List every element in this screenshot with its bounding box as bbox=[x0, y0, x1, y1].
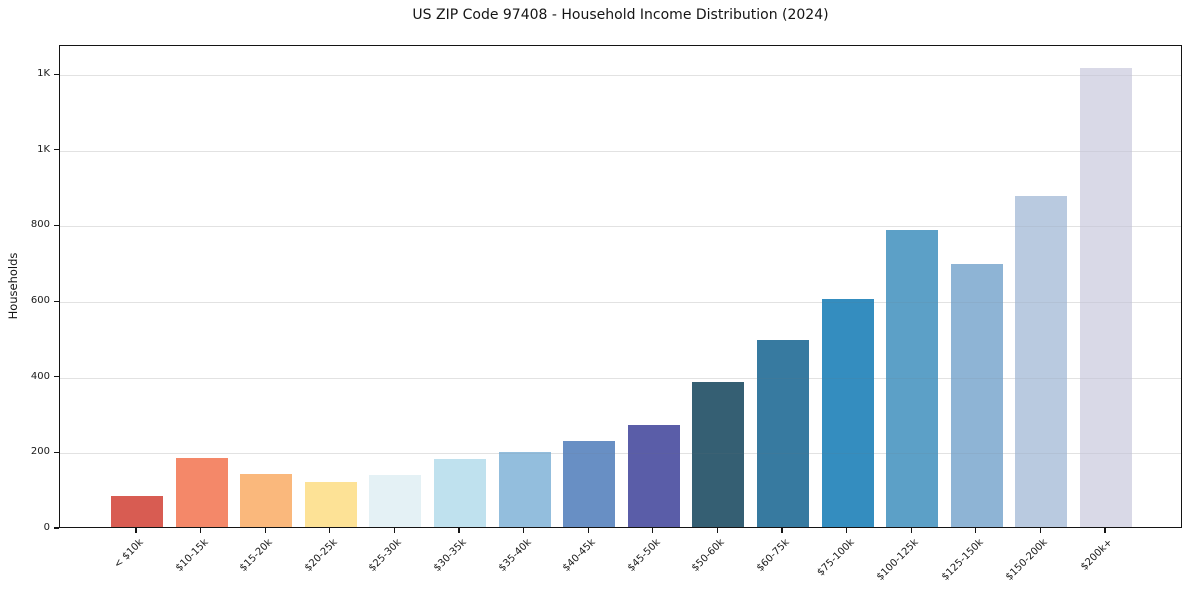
y-tick-label: 800 bbox=[30, 219, 50, 231]
y-tick-mark bbox=[54, 376, 59, 378]
y-tick-mark bbox=[54, 527, 59, 529]
y-tick-label: 200 bbox=[30, 446, 50, 458]
bar-30-35k bbox=[434, 459, 486, 527]
bar-45-50k bbox=[627, 424, 680, 527]
bar-40-45k bbox=[563, 441, 616, 527]
x-tick-mark bbox=[846, 528, 848, 533]
bar-20-25k bbox=[304, 481, 357, 527]
x-tick-mark bbox=[587, 528, 589, 533]
x-tick-mark bbox=[523, 528, 525, 533]
bar-25-30k bbox=[369, 474, 422, 527]
bar-200k bbox=[1080, 68, 1132, 527]
y-tick-label: 1K bbox=[37, 68, 50, 80]
x-tick-mark bbox=[910, 528, 912, 533]
y-tick-mark bbox=[54, 73, 59, 75]
x-tick-mark bbox=[781, 528, 783, 533]
gridline-overlay bbox=[60, 150, 1181, 152]
gridline bbox=[60, 75, 1181, 77]
y-axis-label: Households bbox=[6, 252, 20, 320]
x-tick-mark bbox=[716, 528, 719, 533]
y-tick-label: 1K bbox=[37, 143, 50, 155]
bar-35-40k bbox=[498, 451, 551, 527]
bar-75-100k bbox=[821, 298, 874, 527]
gridline-overlay bbox=[60, 377, 1181, 379]
y-tick-mark bbox=[54, 149, 59, 151]
gridline-overlay bbox=[60, 453, 1181, 455]
x-tick-mark bbox=[393, 528, 396, 533]
bar-100-125k bbox=[886, 230, 939, 527]
y-tick-label: 600 bbox=[30, 295, 50, 307]
gridline bbox=[60, 226, 1181, 228]
x-tick-mark bbox=[200, 528, 202, 533]
x-tick-mark bbox=[458, 528, 460, 533]
y-tick-mark bbox=[54, 451, 59, 454]
chart-title: US ZIP Code 97408 - Household Income Dis… bbox=[412, 7, 829, 23]
gridline bbox=[60, 453, 1181, 455]
bar-150-200k bbox=[1015, 196, 1068, 527]
bar-10k bbox=[111, 495, 163, 527]
plot-area bbox=[59, 45, 1182, 528]
y-tick-mark bbox=[54, 300, 59, 302]
x-tick-mark bbox=[135, 528, 137, 533]
bar-10-15k bbox=[175, 457, 228, 527]
bar-125-150k bbox=[950, 264, 1003, 527]
x-tick-mark bbox=[1039, 528, 1042, 533]
gridline-overlay bbox=[60, 75, 1181, 77]
bar-60-75k bbox=[757, 340, 809, 527]
x-tick-label: < $10k bbox=[112, 537, 146, 571]
x-tick-mark bbox=[329, 528, 331, 533]
gridline bbox=[60, 302, 1181, 304]
x-tick-mark bbox=[975, 528, 977, 533]
bar-50-60k bbox=[692, 381, 745, 527]
x-tick-mark bbox=[264, 528, 266, 533]
gridline bbox=[60, 150, 1181, 152]
x-tick-mark bbox=[1104, 528, 1106, 533]
y-tick-label: 400 bbox=[30, 370, 50, 382]
gridline-overlay bbox=[60, 302, 1181, 304]
y-tick-label: 0 bbox=[43, 522, 50, 533]
y-tick-mark bbox=[54, 224, 59, 227]
gridline bbox=[60, 377, 1181, 379]
x-tick-mark bbox=[652, 528, 654, 533]
gridline-overlay bbox=[60, 226, 1181, 228]
bar-15-20k bbox=[240, 474, 293, 527]
